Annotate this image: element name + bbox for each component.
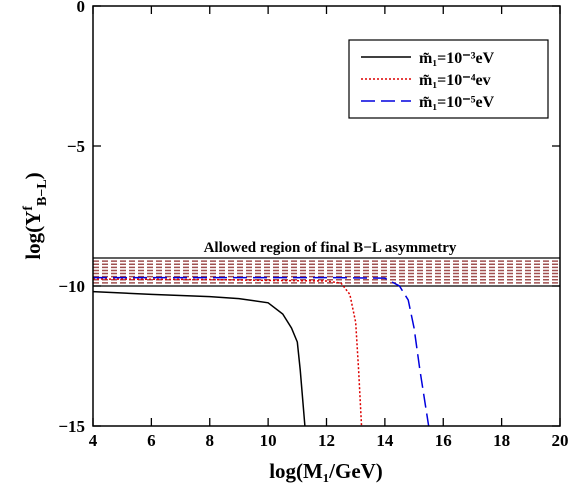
x-tick-label: 20 (552, 431, 569, 450)
legend-label: m̃₁=10⁻⁴ev (419, 72, 491, 89)
annotation: Allowed region of final B−L asymmetry (204, 240, 457, 256)
x-tick-label: 8 (206, 431, 215, 450)
x-tick-label: 14 (376, 431, 394, 450)
y-label-sub: B−L (35, 179, 50, 206)
series-line (92, 290, 306, 427)
x-tick-label: 12 (318, 431, 335, 450)
x-tick-label: 18 (493, 431, 510, 450)
legend-label: m̃₁=10⁻⁵eV (419, 94, 495, 111)
y-tick-label: −10 (58, 277, 85, 296)
y-label-sup: f (21, 206, 36, 211)
x-tick-label: 16 (435, 431, 452, 450)
series-line (92, 278, 363, 427)
y-axis-label: log(YfB−L) (21, 172, 50, 259)
y-tick-label: −5 (67, 137, 85, 156)
x-tick-label: 10 (260, 431, 277, 450)
legend-label: m̃₁=10⁻³eV (419, 50, 495, 67)
x-tick-label: 4 (89, 431, 98, 450)
series-line (93, 276, 430, 427)
x-tick-label: 6 (147, 431, 156, 450)
y-label-part: ) (21, 172, 45, 179)
x-axis-label: log(M₁/GeV) (269, 459, 383, 483)
y-tick-label: −15 (58, 417, 85, 436)
y-label-part: log(Y (21, 211, 45, 260)
y-tick-label: 0 (77, 0, 86, 16)
legend-box (348, 39, 549, 119)
